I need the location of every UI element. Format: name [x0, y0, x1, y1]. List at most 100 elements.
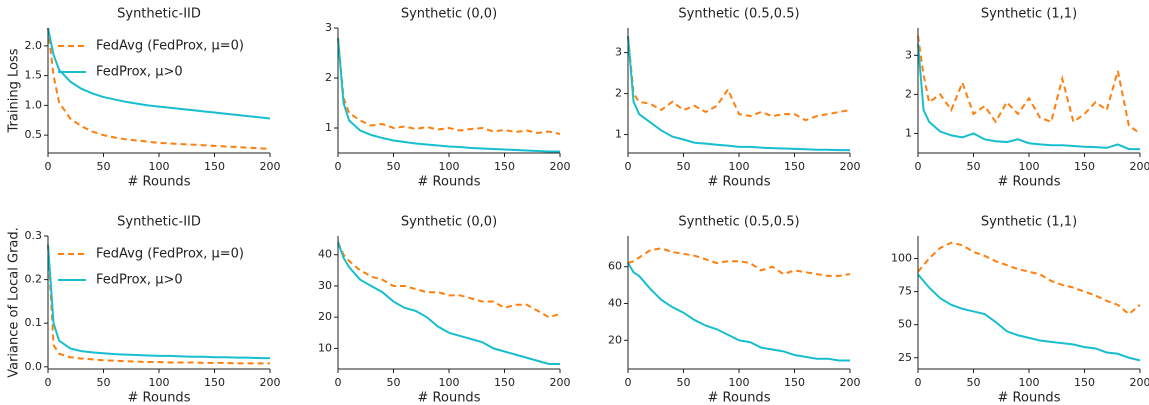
x-tick-label: 200 [260, 160, 281, 173]
y-tick-label: 1 [615, 128, 622, 141]
x-tick-label: 0 [915, 160, 922, 173]
x-tick-label: 150 [784, 376, 805, 389]
x-tick-label: 150 [784, 160, 805, 173]
y-tick-label: 50 [898, 318, 912, 331]
y-tick-label: 0.3 [25, 229, 43, 242]
y-tick-label: 0.1 [25, 316, 43, 329]
series-line [337, 37, 560, 153]
x-tick-label: 150 [1074, 376, 1095, 389]
y-tick-label: 40 [608, 297, 622, 310]
x-tick-label: 50 [97, 160, 111, 173]
x-axis-label: # Rounds [418, 391, 481, 405]
x-tick-label: 0 [625, 376, 632, 389]
series-line [917, 273, 1141, 362]
series-line [337, 37, 561, 135]
x-tick-label: 0 [45, 376, 52, 389]
x-tick-label: 200 [840, 376, 861, 389]
series-line [47, 244, 270, 360]
x-axis-label: # Rounds [128, 391, 191, 405]
legend-label: FedAvg (FedProx, μ=0) [96, 39, 244, 54]
x-tick-label: 50 [967, 376, 981, 389]
x-tick-label: 50 [97, 376, 111, 389]
x-tick-label: 100 [439, 376, 460, 389]
series-line [917, 241, 1141, 316]
series-line [337, 241, 561, 319]
y-tick-label: 20 [318, 310, 332, 323]
y-tick-label: 30 [318, 279, 332, 292]
y-tick-label: 1 [905, 126, 912, 139]
y-tick-label: 3 [325, 21, 332, 34]
legend-label: FedAvg (FedProx, μ=0) [96, 247, 244, 262]
x-tick-label: 100 [149, 376, 170, 389]
series-line [917, 35, 1141, 135]
y-tick-label: 10 [318, 341, 332, 354]
x-tick-label: 50 [387, 376, 401, 389]
series-line [917, 43, 1140, 151]
y-tick-label: 25 [898, 351, 912, 364]
x-tick-label: 200 [260, 376, 281, 389]
chart-title: Synthetic (0,0) [401, 215, 497, 230]
series-line [337, 241, 560, 365]
x-tick-label: 150 [204, 160, 225, 173]
chart-title: Synthetic (1,1) [981, 215, 1077, 230]
legend-label: FedProx, μ>0 [96, 65, 183, 80]
x-tick-label: 150 [494, 376, 515, 389]
x-tick-label: 150 [204, 376, 225, 389]
series-line [47, 244, 270, 365]
x-tick-label: 200 [1130, 160, 1149, 173]
y-tick-label: 2 [615, 87, 622, 100]
y-tick-label: 1.0 [25, 98, 43, 111]
chart-title: Synthetic-IID [117, 215, 201, 230]
x-axis-label: # Rounds [418, 175, 481, 190]
x-tick-label: 50 [967, 160, 981, 173]
legend-label: FedProx, μ>0 [96, 273, 183, 288]
x-axis-label: # Rounds [998, 175, 1061, 190]
x-tick-label: 200 [550, 160, 571, 173]
y-tick-label: 0.2 [25, 273, 43, 286]
x-axis-label: # Rounds [128, 175, 191, 190]
x-axis-label: # Rounds [998, 391, 1061, 405]
y-tick-label: 20 [608, 333, 622, 346]
series-line [627, 36, 850, 152]
x-tick-label: 100 [729, 160, 750, 173]
series-line [627, 36, 851, 122]
y-axis-label: Variance of Local Grad. [7, 227, 22, 378]
x-tick-label: 100 [729, 376, 750, 389]
x-tick-label: 200 [1130, 376, 1149, 389]
x-tick-label: 0 [335, 376, 342, 389]
x-tick-label: 50 [677, 160, 691, 173]
x-tick-label: 0 [45, 160, 52, 173]
series-line [627, 247, 851, 277]
series-line [47, 27, 271, 120]
x-tick-label: 200 [840, 160, 861, 173]
x-tick-label: 100 [1019, 376, 1040, 389]
x-tick-label: 0 [915, 376, 922, 389]
x-tick-label: 150 [494, 160, 515, 173]
chart-title: Synthetic-IID [117, 7, 201, 22]
x-tick-label: 0 [335, 160, 342, 173]
x-tick-label: 50 [677, 376, 691, 389]
y-tick-label: 3 [905, 48, 912, 61]
series-line [627, 262, 850, 362]
chart-title: Synthetic (0,0) [401, 7, 497, 22]
x-tick-label: 150 [1074, 160, 1095, 173]
chart-title: Synthetic (0.5,0.5) [678, 215, 799, 230]
x-tick-label: 0 [625, 160, 632, 173]
y-tick-label: 0.0 [25, 360, 43, 373]
y-tick-label: 2.0 [25, 39, 43, 52]
y-axis-label: Training Loss [7, 48, 22, 133]
series-line [47, 27, 271, 150]
y-tick-label: 100 [891, 251, 912, 264]
x-tick-label: 100 [149, 160, 170, 173]
x-tick-label: 100 [1019, 160, 1040, 173]
x-tick-label: 100 [439, 160, 460, 173]
y-tick-label: 0.5 [25, 128, 43, 141]
chart-title: Synthetic (1,1) [981, 7, 1077, 22]
y-tick-label: 2 [905, 87, 912, 100]
y-tick-label: 75 [898, 285, 912, 298]
y-tick-label: 60 [608, 260, 622, 273]
x-axis-label: # Rounds [708, 391, 771, 405]
chart-title: Synthetic (0.5,0.5) [678, 7, 799, 22]
y-tick-label: 3 [615, 46, 622, 59]
